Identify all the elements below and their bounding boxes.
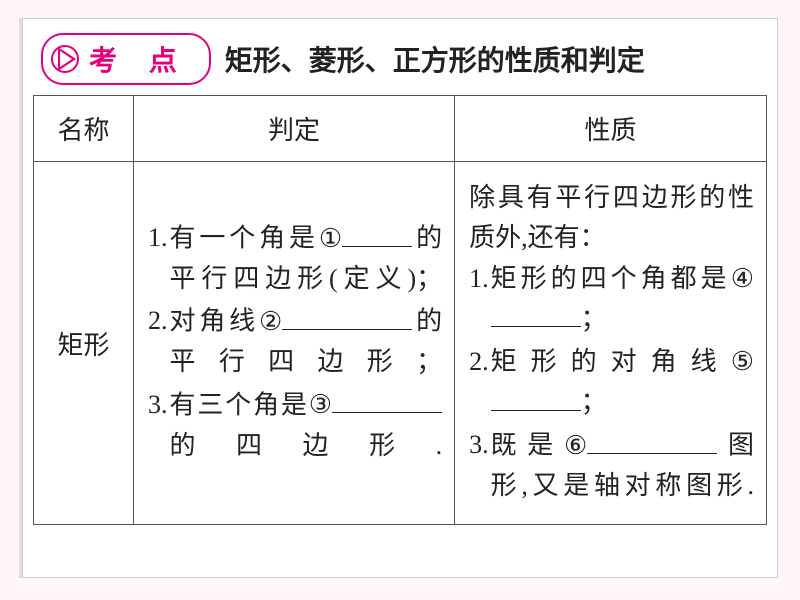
col-prop: 性质 — [455, 96, 767, 162]
fill-blank — [332, 385, 442, 414]
cell-judgement: 1.有一个角是①的平行四边形(定义)；2.对角线②的平行四边形；3.有三个角是③… — [134, 162, 455, 525]
page-title: 矩形、菱形、正方形的性质和判定 — [225, 39, 645, 79]
fill-blank — [587, 425, 717, 454]
cell-property: 除具有平行四边形的性质外,还有：1.矩形的四个角都是④；2.矩形的对角线⑤；3.… — [455, 162, 767, 525]
cell-name: 矩形 — [34, 162, 134, 525]
properties-table: 名称 判定 性质 矩形 1.有一个角是①的平行四边形(定义)；2.对角线②的平行… — [33, 95, 767, 525]
header-row: 考 点 矩形、菱形、正方形的性质和判定 — [23, 19, 777, 95]
fill-blank — [491, 299, 581, 328]
list-item: 3.有三个角是③的四边形. — [148, 385, 442, 466]
badge-label: 考 点 — [89, 39, 189, 79]
fill-blank — [342, 218, 412, 247]
col-name: 名称 — [34, 96, 134, 162]
section-badge: 考 点 — [41, 33, 211, 85]
list-item: 1.矩形的四个角都是④； — [469, 259, 754, 340]
play-icon — [51, 45, 79, 73]
list-item: 2.对角线②的平行四边形； — [148, 301, 442, 382]
content-panel: 考 点 矩形、菱形、正方形的性质和判定 名称 判定 性质 矩形 1.有一个角是①… — [22, 18, 778, 578]
table-header-row: 名称 判定 性质 — [34, 96, 767, 162]
lead-text: 除具有平行四边形的性质外,还有： — [469, 178, 754, 259]
fill-blank — [491, 382, 581, 411]
list-item: 2.矩形的对角线⑤； — [469, 342, 754, 423]
col-judge: 判定 — [134, 96, 455, 162]
fill-blank — [282, 301, 412, 330]
table-row: 矩形 1.有一个角是①的平行四边形(定义)；2.对角线②的平行四边形；3.有三个… — [34, 162, 767, 525]
list-item: 3.既是⑥图形,又是轴对称图形. — [469, 425, 754, 506]
list-item: 1.有一个角是①的平行四边形(定义)； — [148, 218, 442, 299]
